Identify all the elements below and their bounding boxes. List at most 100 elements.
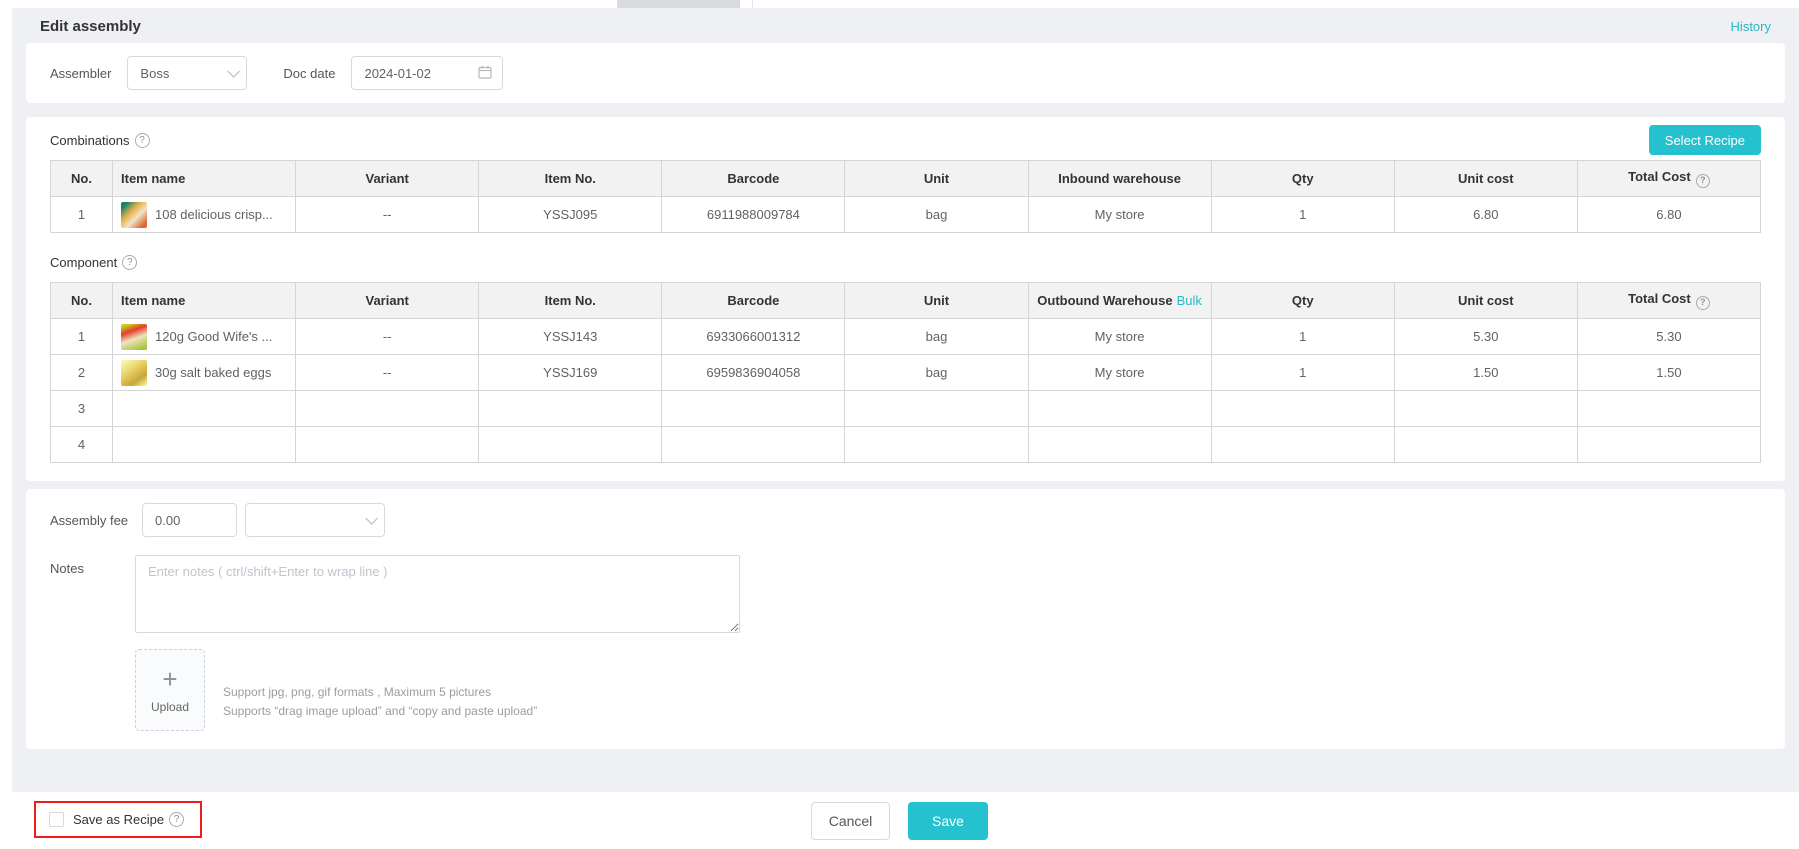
cell-unit: bag [844,354,1029,391]
cell-item-no: YSSJ095 [478,196,663,233]
col-total-cost: Total Cost? [1576,160,1762,197]
total-cost-help-icon[interactable]: ? [1695,173,1710,188]
save-as-recipe-help-icon[interactable]: ? [169,812,185,827]
col-item-no: Item No. [478,282,663,319]
col-unit: Unit [844,282,1029,319]
col-item-name: Item name [111,160,297,197]
cell-item-name [111,390,297,427]
select-recipe-button[interactable]: Select Recipe [1648,125,1761,155]
browser-tab-divider [752,0,753,8]
cell-total-cost [1576,426,1762,463]
assembly-fee-input[interactable] [142,503,238,537]
upload-hint-methods: Supports “drag image upload” and “copy a… [223,704,538,718]
cell-warehouse: My store [1027,354,1212,391]
cell-unit-cost [1393,426,1578,463]
col-unit: Unit [844,160,1029,197]
cell-qty: 1 [1210,196,1395,233]
cell-qty: 1 [1210,318,1395,355]
page-title: Edit assembly [40,18,141,35]
doc-date-label: Doc date [283,65,336,81]
cell-no: 2 [50,354,113,391]
cell-variant [295,390,480,427]
cell-barcode [661,426,846,463]
assembler-label: Assembler [50,65,112,81]
cell-warehouse [1027,426,1212,463]
table-row: 2 30g salt baked eggs -- YSSJ169 6959836… [50,354,1762,391]
cell-barcode: 6911988009784 [661,196,846,233]
doc-date-input[interactable] [364,65,479,81]
cell-item-no: YSSJ143 [478,318,663,355]
component-title: Component [50,255,118,270]
assembly-fee-row: Assembly fee [50,503,1761,537]
notes-label: Notes [50,561,84,576]
col-barcode: Barcode [661,160,846,197]
combinations-title: Combinations [50,133,130,148]
total-cost-help-icon[interactable]: ? [1695,295,1710,310]
component-header-row: No. Item name Variant Item No. Barcode U… [50,282,1762,319]
spacer [12,749,1799,792]
cell-variant: -- [295,318,480,355]
basic-info-card: Assembler Boss Doc date [26,43,1785,103]
cell-item-name: 30g salt baked eggs [111,354,297,391]
col-item-no: Item No. [478,160,663,197]
cell-total-cost: 6.80 [1576,196,1762,233]
table-row: 1 120g Good Wife's ... -- YSSJ143 693306… [50,318,1762,355]
col-item-name: Item name [111,282,297,319]
page-header: Edit assembly History [12,8,1799,43]
cell-warehouse: My store [1027,318,1212,355]
cell-qty [1210,426,1395,463]
history-link[interactable]: History [1730,19,1771,34]
cell-unit-cost: 1.50 [1393,354,1578,391]
cell-unit: bag [844,318,1029,355]
chevron-down-icon [227,64,241,78]
chevron-down-icon [365,511,379,525]
cell-no: 1 [50,196,113,233]
cell-barcode [661,390,846,427]
cell-unit-cost: 5.30 [1393,318,1578,355]
action-bar: Save as Recipe ? Cancel Save [0,792,1799,849]
upload-label: Upload [150,700,190,714]
cell-no: 1 [50,318,113,355]
save-as-recipe-label: Save as Recipe [73,812,165,827]
save-as-recipe-checkbox[interactable] [49,812,64,827]
item-thumbnail [121,201,147,228]
table-row: 1 108 delicious crisp... -- YSSJ095 6911… [50,196,1762,233]
component-section-head: Component ? [50,255,1761,270]
cell-item-name: 108 delicious crisp... [111,196,297,233]
cell-barcode: 6933066001312 [661,318,846,355]
cell-unit: bag [844,196,1029,233]
combinations-help-icon[interactable]: ? [134,133,150,148]
bulk-link[interactable]: Bulk [1176,293,1202,308]
col-outbound-warehouse: Outbound Warehouse Bulk [1027,282,1212,319]
upload-hint-formats: Support jpg, png, gif formats , Maximum … [223,685,492,699]
cell-total-cost: 1.50 [1576,354,1762,391]
cell-no: 3 [50,390,113,427]
cell-unit [844,390,1029,427]
cancel-button[interactable]: Cancel [811,801,890,840]
assembly-fee-currency-select[interactable] [245,503,386,537]
component-help-icon[interactable]: ? [122,255,138,270]
assembler-select[interactable]: Boss [127,56,248,90]
extra-card: Assembly fee Notes + Upload Support jpg,… [26,489,1785,749]
col-unit-cost: Unit cost [1393,160,1578,197]
cell-item-no [478,390,663,427]
cell-unit-cost: 6.80 [1393,196,1578,233]
upload-button[interactable]: + Upload [135,649,205,731]
col-unit-cost: Unit cost [1393,282,1578,319]
notes-row: Notes [50,555,1761,633]
browser-top-edge [0,0,1799,8]
item-thumbnail [121,359,147,386]
calendar-icon [478,65,493,82]
table-row: 3 [50,390,1762,427]
cell-total-cost [1576,390,1762,427]
cell-warehouse [1027,390,1212,427]
notes-textarea[interactable] [135,555,740,633]
col-variant: Variant [295,282,480,319]
doc-date-picker[interactable] [351,56,504,90]
save-button[interactable]: Save [908,801,988,840]
cell-item-name: 120g Good Wife's ... [111,318,297,355]
cell-variant: -- [295,196,480,233]
col-qty: Qty [1210,160,1395,197]
cell-total-cost: 5.30 [1576,318,1762,355]
